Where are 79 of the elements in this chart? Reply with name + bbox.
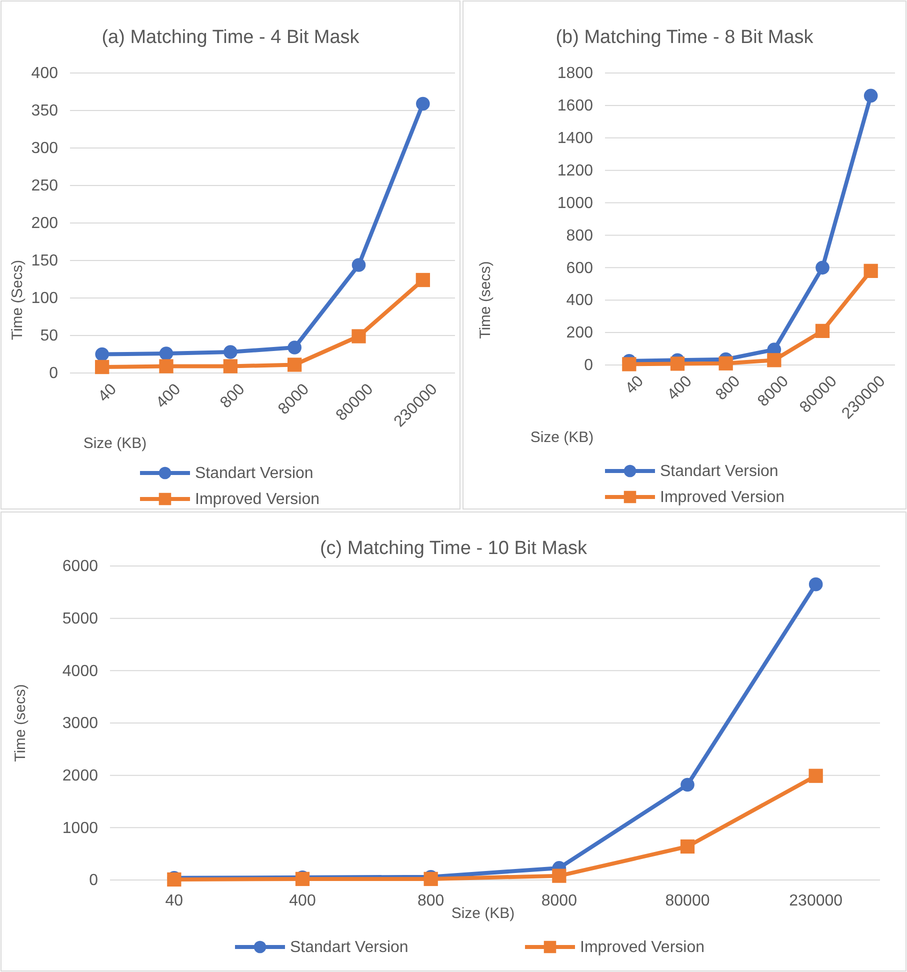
point [767, 353, 782, 368]
point [95, 347, 109, 362]
point [288, 358, 302, 372]
legend-label: Standart Version [290, 939, 408, 956]
y-tick-label: 800 [566, 227, 594, 244]
y-tick-label: 250 [31, 178, 58, 195]
point [288, 340, 302, 354]
y-tick-label: 0 [89, 872, 98, 890]
point [864, 264, 878, 278]
x-tick-label: 230000 [789, 892, 843, 910]
point [352, 258, 366, 272]
point [416, 272, 430, 288]
point [552, 868, 566, 883]
y-tick-label: 600 [566, 260, 594, 277]
chart-title: (b) Matching Time - 8 Bit Mask [556, 27, 814, 48]
point [816, 260, 830, 275]
x-tick-label: 800 [217, 380, 248, 412]
point [680, 778, 694, 792]
point [680, 839, 695, 854]
x-tick-label: 80000 [665, 892, 710, 910]
x-tick-label: 400 [664, 372, 696, 404]
y-tick-label: 6000 [62, 558, 98, 576]
x-tick-label: 400 [153, 380, 184, 412]
y-tick-label: 1000 [62, 820, 98, 837]
y-tick-label: 400 [566, 292, 594, 310]
chart-title: (a) Matching Time - 4 Bit Mask [102, 27, 360, 48]
point [808, 768, 823, 783]
point [224, 345, 238, 359]
point [424, 872, 438, 886]
legend-label: Improved Version [580, 939, 705, 956]
y-tick-label: 4000 [62, 662, 98, 680]
point [159, 359, 174, 374]
point [223, 359, 238, 374]
point [622, 357, 636, 372]
y-tick-label: 50 [40, 328, 58, 345]
y-tick-label: 100 [31, 290, 58, 308]
x-tick-label: 40 [165, 892, 184, 910]
chart-title: (c) Matching Time - 10 Bit Mask [320, 538, 588, 559]
y-tick-label: 150 [31, 252, 58, 270]
point [416, 96, 430, 111]
y-tick-label: 1800 [557, 65, 594, 82]
x-tick-label: 800 [417, 892, 444, 910]
y-tick-label: 300 [31, 140, 58, 158]
x-axis-title: Size (KB) [530, 429, 594, 446]
y-tick-label: 200 [31, 215, 58, 232]
y-axis-title: Time (secs) [12, 684, 29, 762]
legend-label: Improved Version [660, 489, 785, 506]
point [864, 88, 878, 103]
point [95, 360, 110, 374]
y-tick-label: 350 [31, 102, 58, 120]
y-tick-label: 3000 [62, 715, 98, 732]
legend-label: Standart Version [195, 465, 314, 482]
y-tick-label: 5000 [62, 610, 98, 628]
x-tick-label: 8000 [541, 892, 578, 910]
y-tick-label: 1600 [557, 98, 594, 115]
y-tick-label: 0 [49, 365, 58, 382]
y-axis-title: Time (Secs) [9, 260, 26, 340]
point [352, 329, 366, 344]
point [815, 324, 830, 338]
x-tick-label: 400 [289, 892, 316, 910]
y-tick-label: 1400 [557, 130, 594, 148]
y-tick-label: 400 [31, 65, 58, 82]
x-axis-title: Size (KB) [83, 435, 147, 452]
y-tick-label: 1200 [557, 162, 594, 180]
y-tick-label: 2000 [62, 767, 98, 784]
point [808, 577, 823, 592]
legend-label: Improved Version [195, 491, 320, 508]
point [670, 356, 685, 371]
y-tick-label: 200 [566, 324, 594, 342]
x-axis-title: Size (KB) [451, 905, 515, 922]
y-tick-label: 1000 [557, 194, 594, 212]
x-tick-label: 40 [95, 380, 120, 406]
y-tick-label: 0 [584, 357, 594, 374]
y-axis-title: Time (secs) [477, 261, 494, 339]
x-tick-label: 40 [622, 372, 648, 398]
point [718, 356, 733, 370]
legend-label: Standart Version [660, 463, 778, 480]
point [159, 346, 174, 360]
x-tick-label: 800 [712, 372, 744, 404]
